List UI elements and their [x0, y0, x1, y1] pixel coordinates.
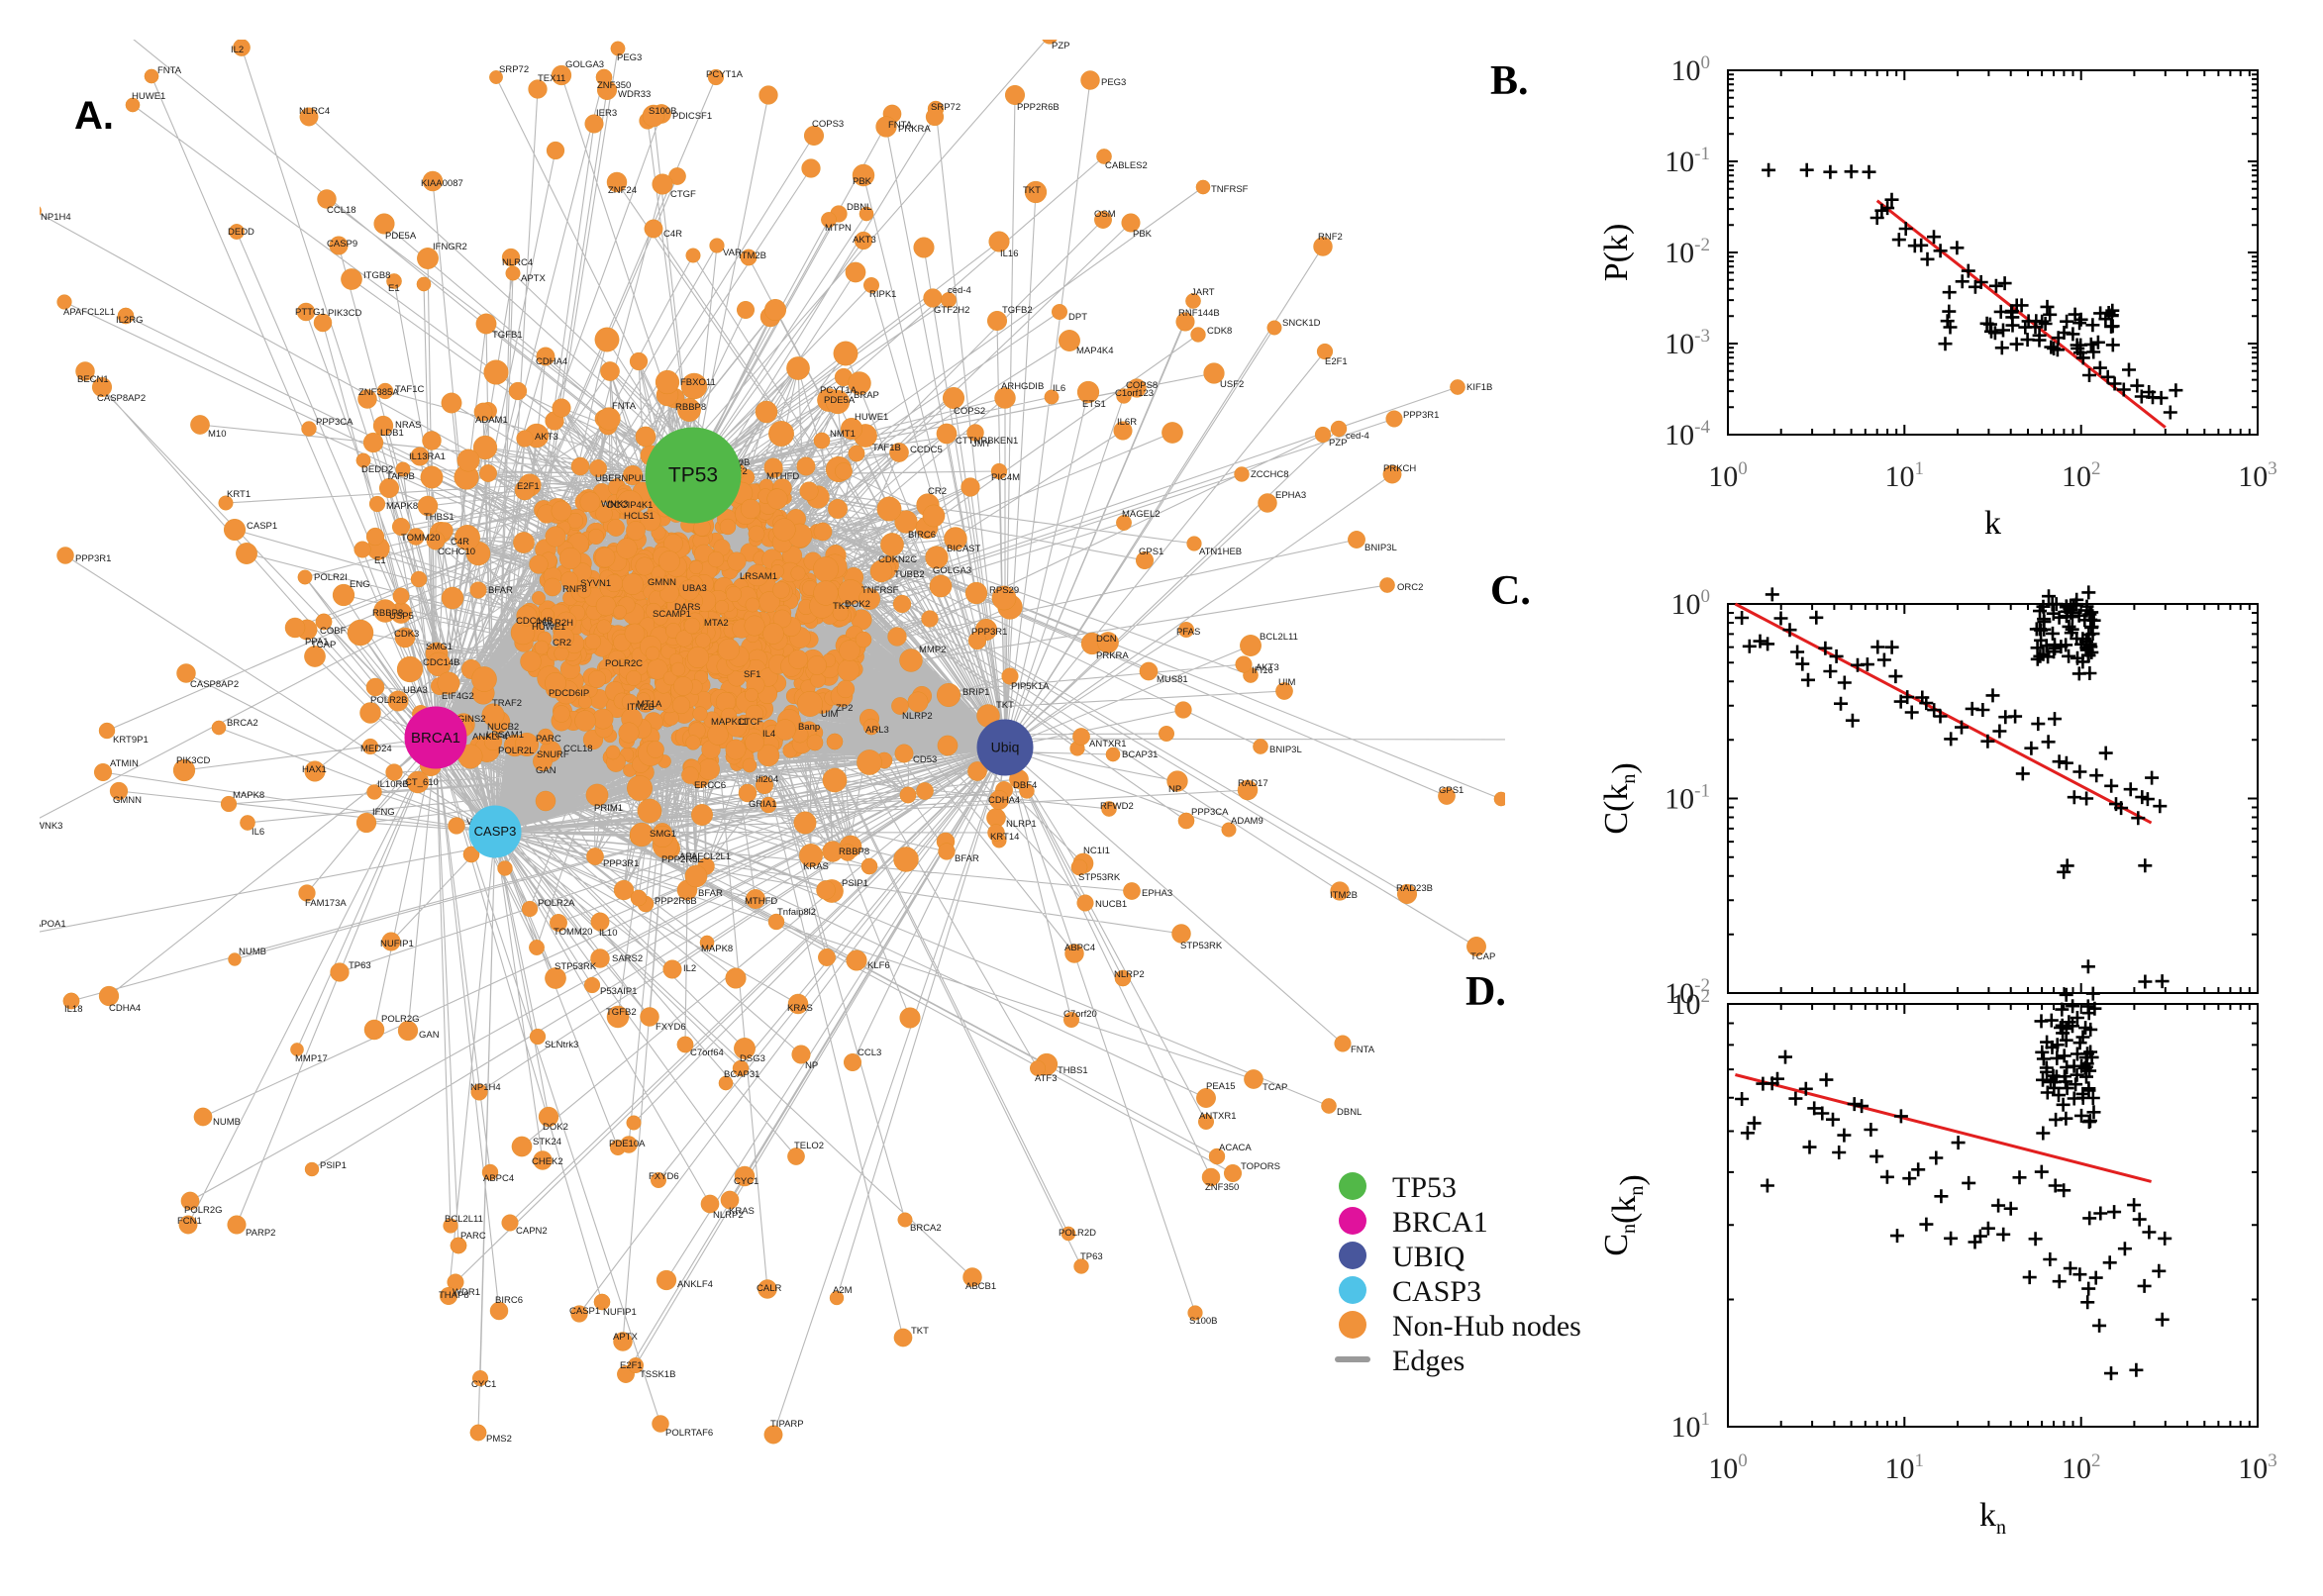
svg-text:A.: A. [74, 94, 114, 138]
svg-text:B.: B. [1490, 58, 1529, 104]
svg-text:C.: C. [1490, 568, 1531, 614]
svg-text:D.: D. [1465, 969, 1506, 1015]
